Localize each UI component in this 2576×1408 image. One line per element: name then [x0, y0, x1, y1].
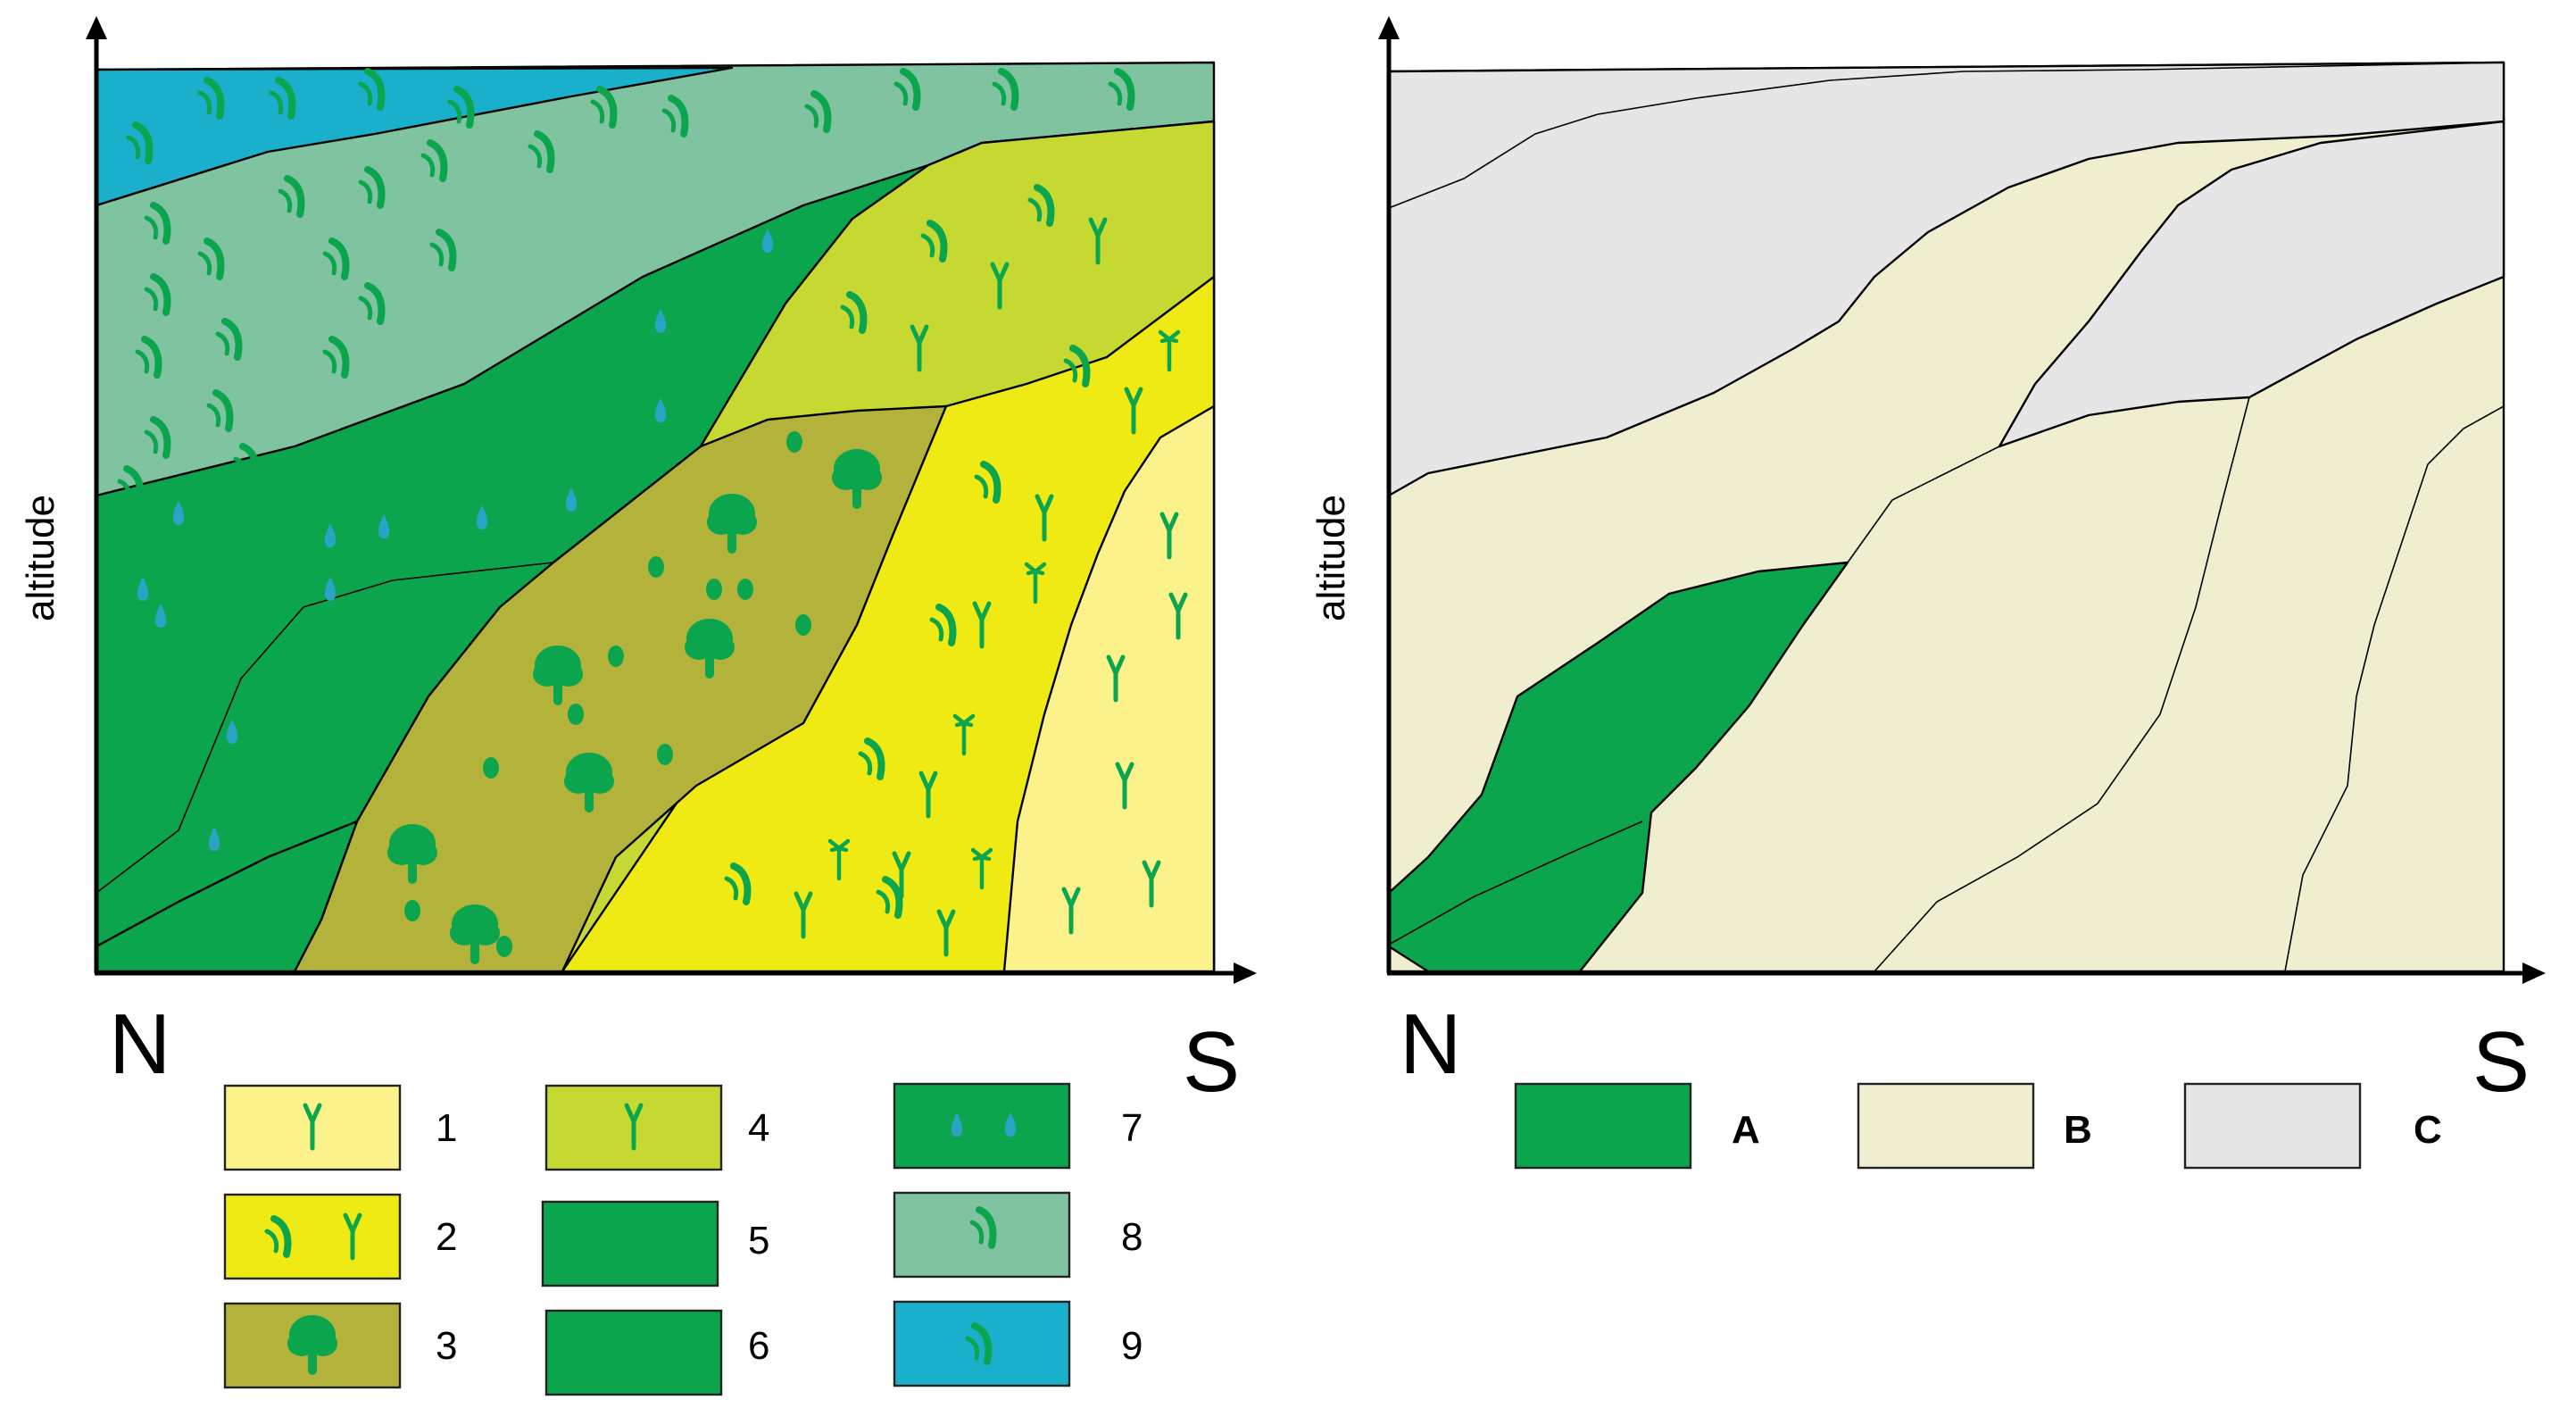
- legend-item-c: C: [2183, 1082, 2442, 1170]
- left-diagram: altitude N S 1 2 3: [19, 16, 1257, 1396]
- blob-icon: [706, 579, 722, 600]
- zone-boundary-5-6: [96, 821, 358, 947]
- right-diagram: altitude N S A B C: [1309, 16, 2546, 1170]
- x-axis-arrow-icon: [1234, 962, 1257, 984]
- legend-item-6: 6: [544, 1309, 769, 1396]
- legend-swatch-6: [544, 1309, 723, 1396]
- legend-item-4: 4: [544, 1084, 769, 1171]
- blob-icon: [795, 614, 811, 636]
- legend-label-3: 3: [436, 1324, 457, 1368]
- legend-item-9: 9: [893, 1300, 1143, 1387]
- legend-label-7: 7: [1121, 1106, 1143, 1150]
- class-boundary-c-line: [1388, 62, 2505, 209]
- blob-icon: [737, 579, 753, 600]
- blob-icon: [608, 646, 624, 667]
- blob-icon: [786, 431, 802, 453]
- right-class-areas: [1387, 61, 2505, 973]
- y-axis-arrow-icon: [86, 16, 107, 39]
- blob-icon: [483, 757, 499, 779]
- legend-label-b: B: [2064, 1108, 2092, 1152]
- legend-label-4: 4: [748, 1106, 769, 1150]
- class-boundary-a-internal: [1388, 821, 1643, 946]
- class-c-area-upper: [1387, 61, 2505, 497]
- legend-swatch-7: [893, 1082, 1071, 1170]
- right-axes: altitude N S: [1309, 16, 2546, 1110]
- legend-label-5: 5: [748, 1219, 769, 1262]
- legend-item-a: A: [1514, 1082, 1760, 1170]
- blob-icon: [657, 744, 673, 765]
- right-legend: A B C: [1514, 1082, 2442, 1170]
- legend-swatch-c: [2183, 1082, 2362, 1170]
- legend-label-1: 1: [436, 1106, 457, 1150]
- legend-item-3: 3: [223, 1302, 457, 1389]
- zone-3-area: [293, 404, 948, 973]
- class-boundary-b-1: [1847, 446, 2000, 563]
- y-axis-label: altitude: [1309, 495, 1353, 621]
- legend-item-7: 7: [893, 1082, 1143, 1170]
- legend-swatch-9: [893, 1300, 1071, 1387]
- north-label: N: [109, 996, 170, 1092]
- blob-icon: [648, 556, 664, 578]
- legend-item-2: 2: [223, 1193, 457, 1280]
- legend-swatch-a: [1514, 1082, 1692, 1170]
- north-label: N: [1400, 996, 1461, 1092]
- legend-item-8: 8: [893, 1191, 1143, 1279]
- legend-item-1: 1: [223, 1084, 457, 1171]
- class-boundary-b-3: [2284, 405, 2505, 972]
- legend-label-a: A: [1732, 1108, 1760, 1152]
- blob-icon: [568, 704, 584, 725]
- legend-item-5: 5: [541, 1200, 769, 1287]
- legend-label-c: C: [2414, 1108, 2442, 1152]
- left-axes: altitude N S: [19, 16, 1257, 1110]
- y-axis-arrow-icon: [1378, 16, 1400, 39]
- legend-swatch-b: [1857, 1082, 2035, 1170]
- zone-boundary-5-7: [96, 562, 554, 894]
- left-legend: 1 2 3 4 5: [223, 1082, 1143, 1396]
- left-zone-bands: [95, 61, 1216, 973]
- class-boundary-b-2: [1874, 396, 2250, 972]
- legend-swatch-5: [541, 1200, 719, 1287]
- legend-label-9: 9: [1121, 1324, 1143, 1368]
- legend-swatch-4: [544, 1084, 723, 1171]
- south-label: S: [2472, 1014, 2530, 1110]
- y-axis-label: altitude: [19, 495, 62, 621]
- legend-label-2: 2: [436, 1215, 457, 1259]
- legend-item-b: B: [1857, 1082, 2092, 1170]
- blob-icon: [496, 936, 512, 957]
- x-axis-arrow-icon: [2522, 962, 2546, 984]
- blob-icon: [404, 900, 420, 921]
- legend-swatch-2: [223, 1193, 402, 1280]
- south-label: S: [1183, 1014, 1240, 1110]
- legend-label-8: 8: [1121, 1215, 1143, 1259]
- legend-label-6: 6: [748, 1324, 769, 1368]
